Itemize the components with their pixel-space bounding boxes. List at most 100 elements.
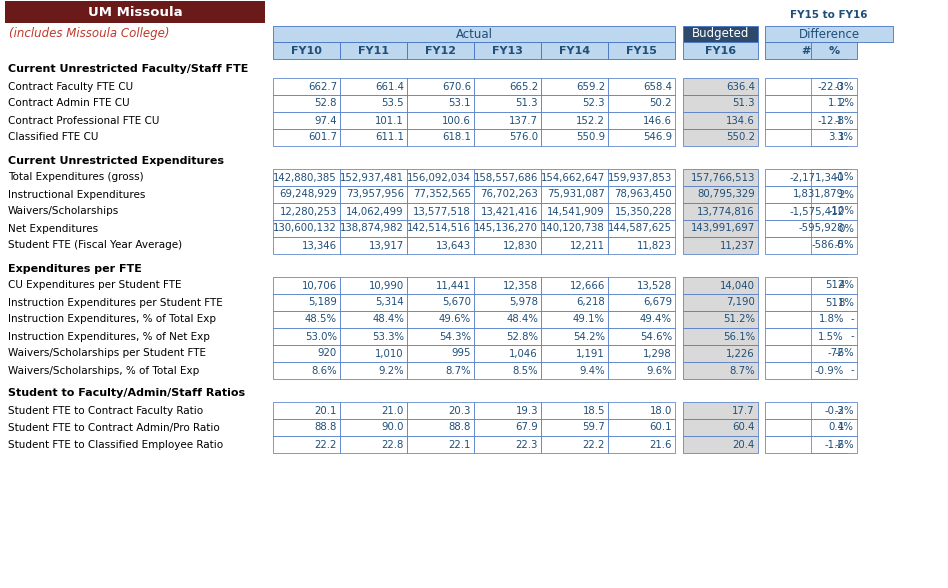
- Text: 159,937,853: 159,937,853: [608, 172, 672, 182]
- Bar: [407, 42, 474, 59]
- Bar: [683, 112, 758, 129]
- Text: 1,010: 1,010: [375, 349, 404, 359]
- Text: 54.3%: 54.3%: [439, 332, 471, 342]
- Bar: [273, 328, 340, 345]
- Text: 11,441: 11,441: [436, 280, 471, 290]
- Text: 60.1: 60.1: [649, 423, 672, 433]
- Bar: [273, 237, 340, 254]
- Bar: [608, 277, 675, 294]
- Text: 2%: 2%: [838, 99, 854, 109]
- Text: 13,917: 13,917: [369, 240, 404, 250]
- Bar: [541, 186, 608, 203]
- Bar: [5, 1, 265, 23]
- Text: 11,823: 11,823: [637, 240, 672, 250]
- Text: 158,557,686: 158,557,686: [474, 172, 538, 182]
- Text: 0%: 0%: [838, 223, 854, 233]
- Bar: [474, 277, 541, 294]
- Text: 80,795,329: 80,795,329: [697, 189, 755, 199]
- Bar: [407, 436, 474, 453]
- Text: 9.6%: 9.6%: [647, 366, 672, 376]
- Bar: [541, 203, 608, 220]
- Text: 69,248,929: 69,248,929: [280, 189, 337, 199]
- Text: FY14: FY14: [559, 45, 590, 55]
- Bar: [683, 402, 758, 419]
- Bar: [811, 112, 857, 129]
- Text: 53.3%: 53.3%: [372, 332, 404, 342]
- Text: 550.9: 550.9: [575, 132, 605, 142]
- Text: 137.7: 137.7: [509, 115, 538, 125]
- Text: 920: 920: [318, 349, 337, 359]
- Text: 18.5: 18.5: [582, 406, 605, 416]
- Text: 50.2: 50.2: [649, 99, 672, 109]
- Bar: [474, 328, 541, 345]
- Text: Student FTE to Contract Admin/Pro Ratio: Student FTE to Contract Admin/Pro Ratio: [8, 423, 220, 433]
- Bar: [474, 362, 541, 379]
- Text: 17.7: 17.7: [733, 406, 755, 416]
- Bar: [541, 294, 608, 311]
- Text: Student FTE (Fiscal Year Average): Student FTE (Fiscal Year Average): [8, 240, 182, 250]
- Text: 6,679: 6,679: [643, 298, 672, 308]
- Text: 5,670: 5,670: [442, 298, 471, 308]
- Bar: [541, 277, 608, 294]
- Bar: [340, 345, 407, 362]
- Bar: [273, 203, 340, 220]
- Text: 1.8%: 1.8%: [818, 315, 844, 325]
- Bar: [765, 436, 847, 453]
- Text: 10,990: 10,990: [369, 280, 404, 290]
- Bar: [340, 402, 407, 419]
- Text: 20.4: 20.4: [733, 439, 755, 449]
- Text: -5%: -5%: [834, 240, 854, 250]
- Text: 9.4%: 9.4%: [579, 366, 605, 376]
- Text: 12,211: 12,211: [570, 240, 605, 250]
- Bar: [608, 186, 675, 203]
- Bar: [683, 203, 758, 220]
- Text: -1.2: -1.2: [825, 439, 844, 449]
- Bar: [407, 95, 474, 112]
- Text: 144,587,625: 144,587,625: [608, 223, 672, 233]
- Bar: [340, 42, 407, 59]
- Bar: [541, 237, 608, 254]
- Bar: [407, 78, 474, 95]
- Text: %: %: [829, 45, 840, 55]
- Text: -: -: [850, 332, 854, 342]
- Text: 56.1%: 56.1%: [723, 332, 755, 342]
- Text: 618.1: 618.1: [442, 132, 471, 142]
- Bar: [811, 436, 857, 453]
- Bar: [407, 419, 474, 436]
- Bar: [541, 328, 608, 345]
- Text: 100.6: 100.6: [442, 115, 471, 125]
- Text: 1%: 1%: [838, 423, 854, 433]
- Bar: [474, 345, 541, 362]
- Text: -10%: -10%: [829, 206, 854, 216]
- Text: 658.4: 658.4: [643, 82, 672, 92]
- Text: 53.5: 53.5: [381, 99, 404, 109]
- Text: -1%: -1%: [834, 172, 854, 182]
- Text: FY15: FY15: [626, 45, 657, 55]
- Text: Expenditures per FTE: Expenditures per FTE: [8, 263, 142, 273]
- Text: Classified FTE CU: Classified FTE CU: [8, 132, 99, 142]
- Bar: [340, 328, 407, 345]
- Bar: [474, 169, 541, 186]
- Text: 13,774,816: 13,774,816: [698, 206, 755, 216]
- Text: 54.2%: 54.2%: [573, 332, 605, 342]
- Text: 6,218: 6,218: [576, 298, 605, 308]
- Bar: [608, 345, 675, 362]
- Bar: [474, 294, 541, 311]
- Bar: [407, 294, 474, 311]
- Text: Budgeted: Budgeted: [692, 28, 749, 41]
- Text: Student to Faculty/Admin/Staff Ratios: Student to Faculty/Admin/Staff Ratios: [8, 389, 246, 399]
- Text: 8.7%: 8.7%: [729, 366, 755, 376]
- Bar: [407, 277, 474, 294]
- Text: Instructional Expenditures: Instructional Expenditures: [8, 189, 145, 199]
- Text: Current Unrestricted Expenditures: Current Unrestricted Expenditures: [8, 155, 224, 165]
- Text: 138,874,982: 138,874,982: [340, 223, 404, 233]
- Bar: [273, 362, 340, 379]
- Text: 53.1: 53.1: [448, 99, 471, 109]
- Bar: [811, 220, 857, 237]
- Text: 8%: 8%: [838, 298, 854, 308]
- Bar: [608, 328, 675, 345]
- Bar: [765, 112, 847, 129]
- Bar: [811, 362, 857, 379]
- Text: 1,046: 1,046: [509, 349, 538, 359]
- Bar: [811, 129, 857, 146]
